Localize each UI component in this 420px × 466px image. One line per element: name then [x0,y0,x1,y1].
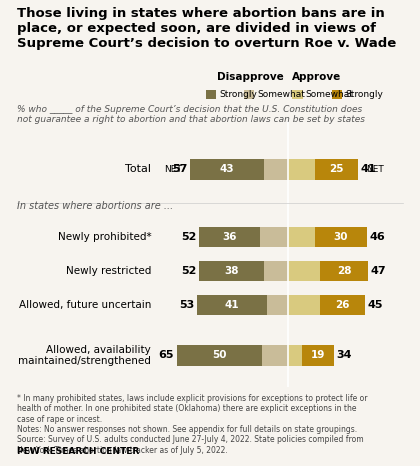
Text: 50: 50 [212,350,227,360]
Bar [288,295,320,315]
Text: Somewhat: Somewhat [257,90,305,99]
Text: NET: NET [164,165,181,174]
Text: NET: NET [367,165,384,174]
Text: 65: 65 [159,350,174,360]
Bar [320,261,368,281]
Bar [262,345,288,365]
Text: Newly restricted: Newly restricted [66,266,151,276]
Text: 53: 53 [179,300,194,310]
Text: Total: Total [125,164,151,174]
Text: % who _____ of the Supreme Court’s decision that the U.S. Constitution does
not : % who _____ of the Supreme Court’s decis… [17,105,365,124]
Text: Allowed, future uncertain: Allowed, future uncertain [19,300,151,310]
Text: PEW RESEARCH CENTER: PEW RESEARCH CENTER [17,447,139,456]
Text: In states where abortions are ...: In states where abortions are ... [17,200,173,211]
Text: Strongly: Strongly [345,90,383,99]
Text: 34: 34 [336,350,352,360]
Text: 38: 38 [224,266,239,276]
Text: 36: 36 [223,232,237,242]
Text: * In many prohibited states, laws include explicit provisions for exceptions to : * In many prohibited states, laws includ… [17,394,368,455]
Text: 26: 26 [335,300,350,310]
Bar [197,295,268,315]
Text: Newly prohibited*: Newly prohibited* [58,232,151,242]
Bar [288,261,320,281]
Text: 25: 25 [329,164,344,174]
Bar [190,159,264,179]
Bar [199,227,260,247]
Text: 41: 41 [360,164,376,174]
Text: 41: 41 [225,300,239,310]
Text: 30: 30 [333,232,348,242]
Bar [177,345,262,365]
Text: 52: 52 [181,266,197,276]
Bar [320,295,365,315]
Bar [264,261,288,281]
Text: Approve: Approve [292,72,341,82]
Text: 28: 28 [337,266,352,276]
Text: 45: 45 [368,300,383,310]
Text: Disapprove: Disapprove [217,72,284,82]
Bar [264,159,288,179]
Text: 46: 46 [369,232,385,242]
Text: Somewhat: Somewhat [305,90,353,99]
Bar [288,227,315,247]
Text: 52: 52 [181,232,197,242]
Text: 57: 57 [173,164,188,174]
Bar [199,261,264,281]
Bar [268,295,288,315]
Bar [302,345,334,365]
Bar [288,159,315,179]
Bar [315,159,358,179]
Bar [315,227,367,247]
Text: Those living in states where abortion bans are in
place, or expected soon, are d: Those living in states where abortion ba… [17,7,396,50]
Text: 43: 43 [220,164,234,174]
Text: Allowed, availability
maintained/strengthened: Allowed, availability maintained/strengt… [18,344,151,366]
Text: 19: 19 [310,350,325,360]
Bar [288,345,302,365]
Text: Strongly: Strongly [219,90,257,99]
Bar [260,227,288,247]
Text: 47: 47 [371,266,386,276]
